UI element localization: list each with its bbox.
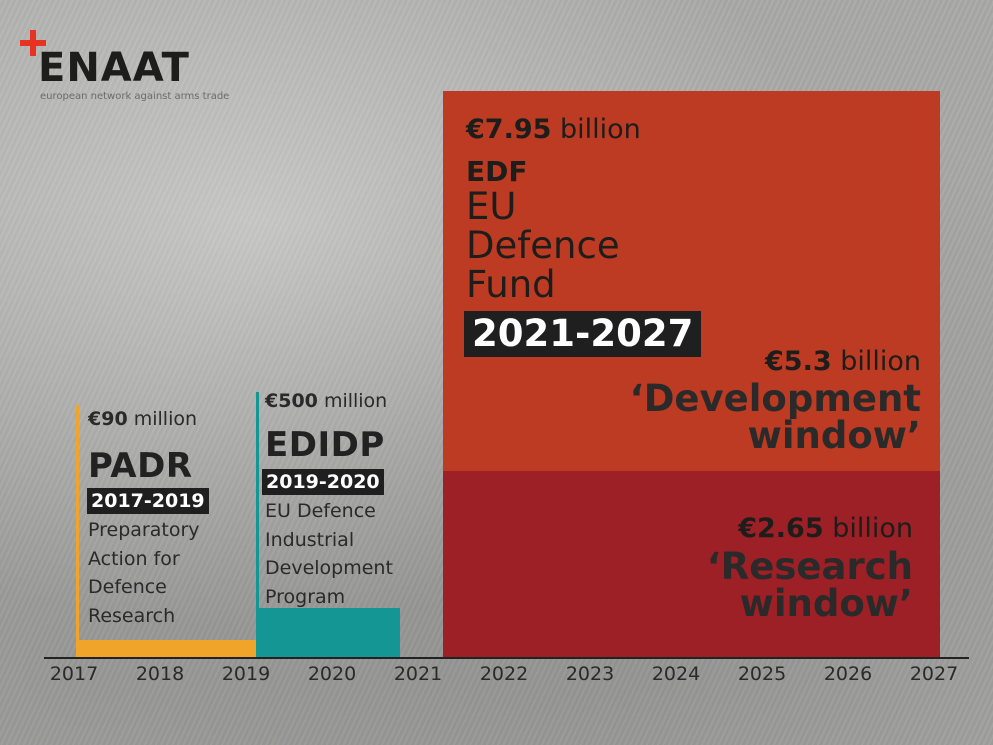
development-window-label: ‘Development window’: [629, 377, 921, 457]
development-window-amount: €5.3 billion: [765, 346, 921, 377]
x-tick-label: 2021: [393, 663, 443, 685]
research-window-label: ‘Research window’: [706, 545, 913, 625]
enaat-logo: ENAAT european network against arms trad…: [18, 28, 248, 108]
x-tick-label: 2024: [651, 663, 701, 685]
padr-acronym: PADR: [88, 446, 193, 486]
logo-wordmark: ENAAT: [38, 45, 190, 91]
x-tick-label: 2027: [909, 663, 959, 685]
edidp-bar: [256, 608, 400, 658]
edidp-acronym: EDIDP: [265, 425, 385, 465]
edf-acronym: EDF: [466, 155, 528, 188]
cross-icon: [18, 28, 48, 58]
x-tick-label: 2019: [221, 663, 271, 685]
padr-years-badge: 2017-2019: [87, 488, 209, 514]
x-axis-line: [44, 657, 969, 659]
x-tick-label: 2017: [49, 663, 99, 685]
edidp-amount: €500 million: [265, 390, 388, 412]
logo-tagline: european network against arms trade: [40, 91, 230, 102]
padr-full-name: Preparatory Action for Defence Research: [88, 519, 200, 627]
x-tick-label: 2025: [737, 663, 787, 685]
edidp-marker-line: [256, 392, 259, 610]
edf-years-badge: 2021-2027: [464, 311, 702, 357]
x-tick-label: 2022: [479, 663, 529, 685]
edidp-years-badge: 2019-2020: [262, 469, 384, 495]
x-tick-label: 2020: [307, 663, 357, 685]
x-tick-label: 2018: [135, 663, 185, 685]
edf-full-name: EU Defence Fund: [466, 185, 620, 306]
research-window-amount: €2.65 billion: [738, 513, 913, 544]
x-tick-label: 2026: [823, 663, 873, 685]
padr-amount: €90 million: [88, 408, 198, 430]
edf-development-window-block: [443, 91, 940, 471]
padr-marker-line: [76, 405, 79, 641]
x-tick-label: 2023: [565, 663, 615, 685]
edf-amount: €7.95 billion: [466, 114, 641, 145]
edf-research-window-block: [443, 471, 940, 658]
edidp-full-name: EU Defence Industrial Development Progra…: [265, 500, 393, 608]
